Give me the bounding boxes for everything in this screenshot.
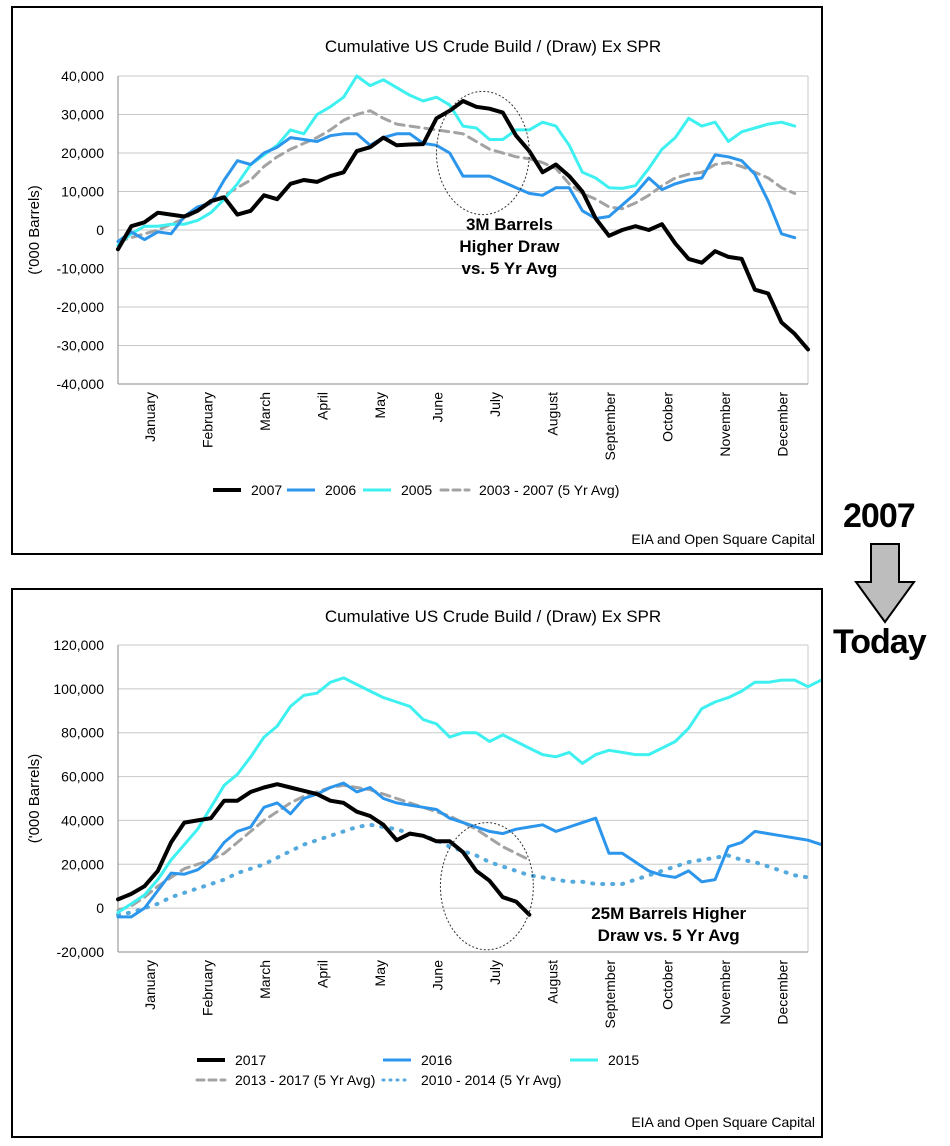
y-axis-label: ('000 Barrels) [26,185,43,275]
y-tick-label: -20,000 [57,944,105,960]
chart-title: Cumulative US Crude Build / (Draw) Ex SP… [325,607,661,626]
chart-title: Cumulative US Crude Build / (Draw) Ex SP… [325,37,661,56]
annotation-text: 3M Barrels [466,215,553,234]
series-line-2003-2007-5-yr-avg- [116,109,797,243]
series-line-2006 [116,132,797,243]
x-tick-label: December [775,960,791,1025]
series-line-2015 [116,676,821,914]
chart-panel-2007: Cumulative US Crude Build / (Draw) Ex SP… [11,6,823,555]
legend-label: 2010 - 2014 (5 Yr Avg) [421,1072,561,1088]
y-tick-label: 40,000 [61,68,104,84]
legend-label: 2007 [251,482,282,498]
annotation-text: 25M Barrels Higher [591,904,746,923]
y-tick-label: -40,000 [57,376,105,392]
legend-label: 2005 [401,482,432,498]
x-tick-label: May [372,960,388,986]
y-tick-label: 100,000 [53,681,104,697]
y-tick-label: 0 [96,900,104,916]
y-axis-label: ('000 Barrels) [26,754,43,844]
series-line-2017 [116,782,532,917]
x-tick-label: January [142,960,158,1010]
annotation-text: vs. 5 Yr Avg [462,259,558,278]
x-tick-label: September [602,960,618,1029]
y-tick-label: 120,000 [53,637,104,653]
series-line-2010-2014-5-yr-avg- [116,822,810,917]
highlight-circle [439,822,534,951]
side-label-year: 2007 [843,497,916,535]
y-tick-label: 40,000 [61,812,104,828]
y-tick-label: 10,000 [61,184,104,200]
x-tick-label: June [430,960,446,991]
x-tick-label: November [717,960,733,1025]
source-label: EIA and Open Square Capital [631,531,815,547]
x-tick-label: September [602,392,618,461]
x-tick-label: July [487,960,503,985]
x-tick-label: April [315,392,331,420]
side-label-today: Today [833,623,927,661]
y-tick-label: -20,000 [57,299,105,315]
x-tick-label: August [545,960,561,1004]
x-tick-label: June [430,392,446,423]
x-tick-label: November [717,392,733,457]
y-tick-label: 0 [96,222,104,238]
y-tick-label: 60,000 [61,769,104,785]
chart-today: Cumulative US Crude Build / (Draw) Ex SP… [26,607,821,1088]
x-tick-label: March [257,960,273,999]
chart-panel-today: Cumulative US Crude Build / (Draw) Ex SP… [11,588,823,1138]
highlight-circle [435,90,530,216]
x-tick-label: February [200,960,216,1016]
x-tick-label: April [315,960,331,988]
legend-label: 2017 [235,1052,266,1068]
x-tick-label: October [660,960,676,1010]
x-tick-label: March [257,392,273,431]
x-tick-label: August [545,392,561,436]
source-label: EIA and Open Square Capital [631,1114,815,1130]
y-tick-label: 20,000 [61,145,104,161]
legend-label: 2013 - 2017 (5 Yr Avg) [235,1072,375,1088]
x-tick-label: October [660,392,676,442]
y-tick-label: 80,000 [61,725,104,741]
x-tick-label: December [775,392,791,457]
legend-label: 2015 [608,1052,639,1068]
x-tick-label: July [487,392,503,417]
down-arrow-icon [854,543,916,624]
y-tick-label: -30,000 [57,338,105,354]
chart-2007: Cumulative US Crude Build / (Draw) Ex SP… [26,37,810,498]
x-tick-label: January [142,392,158,442]
annotation-text: Higher Draw [459,237,560,256]
annotation-text: Draw vs. 5 Yr Avg [598,926,740,945]
series-line-2016 [116,781,821,919]
series-line-2005 [116,74,797,247]
x-tick-label: February [200,392,216,448]
y-tick-label: 20,000 [61,856,104,872]
legend-label: 2016 [421,1052,452,1068]
legend-label: 2006 [325,482,356,498]
series-line-2007 [116,99,810,352]
legend-label: 2003 - 2007 (5 Yr Avg) [479,482,619,498]
x-tick-label: May [372,392,388,418]
y-tick-label: -10,000 [57,261,105,277]
y-tick-label: 30,000 [61,107,104,123]
